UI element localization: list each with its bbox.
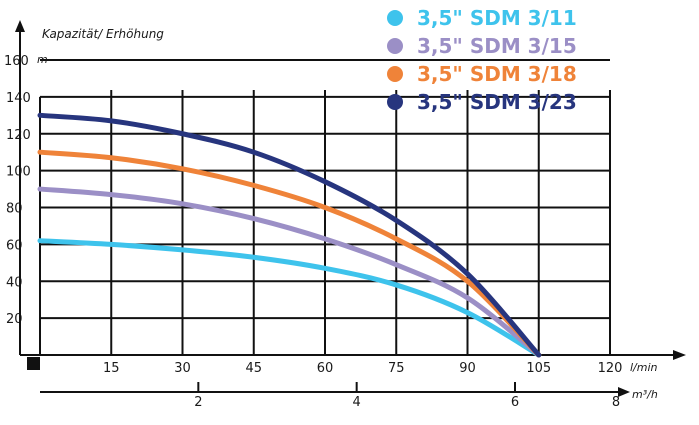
legend-label-3: 3,5" SDM 3/18 bbox=[417, 62, 577, 86]
origin-marker bbox=[27, 357, 40, 370]
y-tick-40: 40 bbox=[6, 275, 23, 290]
y-tick-160: 160 bbox=[4, 54, 29, 69]
x-tick-90: 90 bbox=[459, 361, 476, 376]
legend: 3,5" SDM 3/11 3,5" SDM 3/15 3,5" SDM 3/18 3… bbox=[387, 6, 577, 114]
x-tick-120: 120 bbox=[598, 361, 623, 376]
series-line-4 bbox=[37, 112, 542, 358]
legend-marker-1 bbox=[387, 10, 403, 26]
legend-marker-3 bbox=[387, 66, 403, 82]
legend-label-1: 3,5" SDM 3/11 bbox=[417, 6, 577, 30]
x-axis-unit: l/min bbox=[630, 361, 658, 374]
legend-marker-2 bbox=[387, 38, 403, 54]
y-axis-label: Kapazität/ Erhöhung bbox=[42, 27, 164, 41]
x-tick-60: 60 bbox=[317, 361, 334, 376]
x2-axis-arrow bbox=[618, 387, 630, 397]
y-tick-140: 140 bbox=[6, 91, 31, 106]
x-tick-75: 75 bbox=[388, 361, 405, 376]
axes: 20 40 60 80 100 120 140 160 15 30 45 60 75 90 105 120 2 4… bbox=[4, 20, 686, 410]
x-tick-45: 45 bbox=[245, 361, 262, 376]
x-tick-15: 15 bbox=[103, 361, 120, 376]
series-line-2 bbox=[37, 186, 542, 358]
y-axis-unit: m bbox=[37, 53, 48, 66]
x-tick-105: 105 bbox=[526, 361, 551, 376]
x-axis-arrow bbox=[673, 350, 686, 360]
y-tick-100: 100 bbox=[6, 165, 31, 180]
series-lines bbox=[37, 112, 542, 358]
x2-tick-2: 2 bbox=[194, 395, 202, 410]
x2-axis-unit: m³/h bbox=[632, 388, 658, 401]
y-tick-120: 120 bbox=[6, 128, 31, 143]
legend-label-4: 3,5" SDM 3/23 bbox=[417, 90, 577, 114]
y-axis-arrow bbox=[15, 20, 25, 32]
x-tick-30: 30 bbox=[174, 361, 191, 376]
y-tick-80: 80 bbox=[6, 202, 23, 217]
legend-label-2: 3,5" SDM 3/15 bbox=[417, 34, 577, 58]
series-line-3 bbox=[37, 149, 542, 358]
x2-tick-6: 6 bbox=[511, 395, 519, 410]
y-tick-20: 20 bbox=[6, 312, 23, 327]
y-tick-60: 60 bbox=[6, 238, 23, 253]
legend-marker-4 bbox=[387, 94, 403, 110]
x2-tick-8: 8 bbox=[612, 395, 620, 410]
series-line-1 bbox=[37, 238, 542, 358]
x2-tick-4: 4 bbox=[353, 395, 361, 410]
